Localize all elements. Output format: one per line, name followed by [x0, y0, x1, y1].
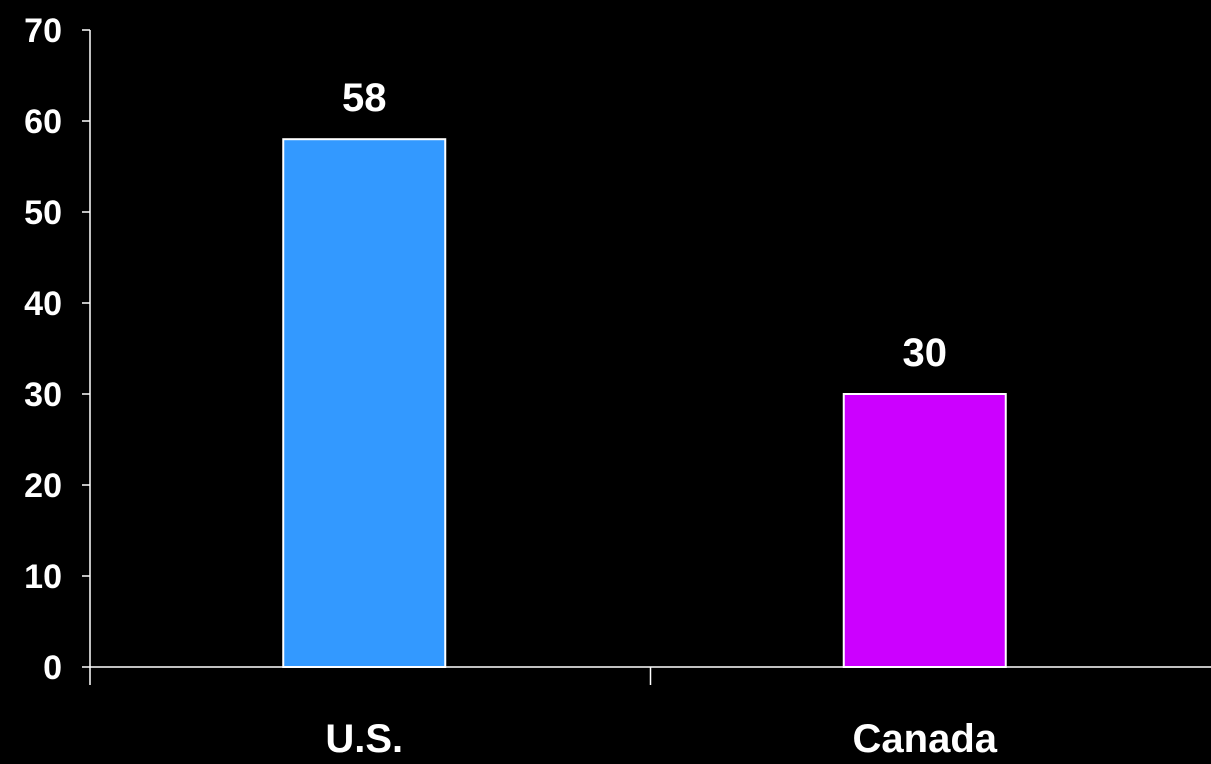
- y-tick-label: 10: [24, 558, 62, 596]
- y-tick-label: 60: [24, 103, 62, 141]
- y-tick-label: 0: [43, 649, 62, 687]
- y-tick-label: 50: [24, 194, 62, 232]
- y-tick-label: 30: [24, 376, 62, 414]
- data-labels: 58 30: [342, 76, 947, 375]
- y-tick-label: 70: [24, 12, 62, 50]
- x-axis: U.S. Canada: [89, 666, 1211, 761]
- y-tick-label: 20: [24, 467, 62, 505]
- x-tick-label: Canada: [853, 717, 998, 759]
- data-label: 30: [903, 331, 948, 375]
- bars: [282, 138, 1007, 668]
- bar-u-s: [282, 138, 447, 668]
- x-tick-label: U.S.: [325, 717, 403, 759]
- y-tick-label: 40: [24, 285, 62, 323]
- bar-canada: [842, 393, 1007, 668]
- y-axis: 0 10 20 30 40 50 60 70: [24, 12, 91, 687]
- data-label: 58: [342, 76, 387, 120]
